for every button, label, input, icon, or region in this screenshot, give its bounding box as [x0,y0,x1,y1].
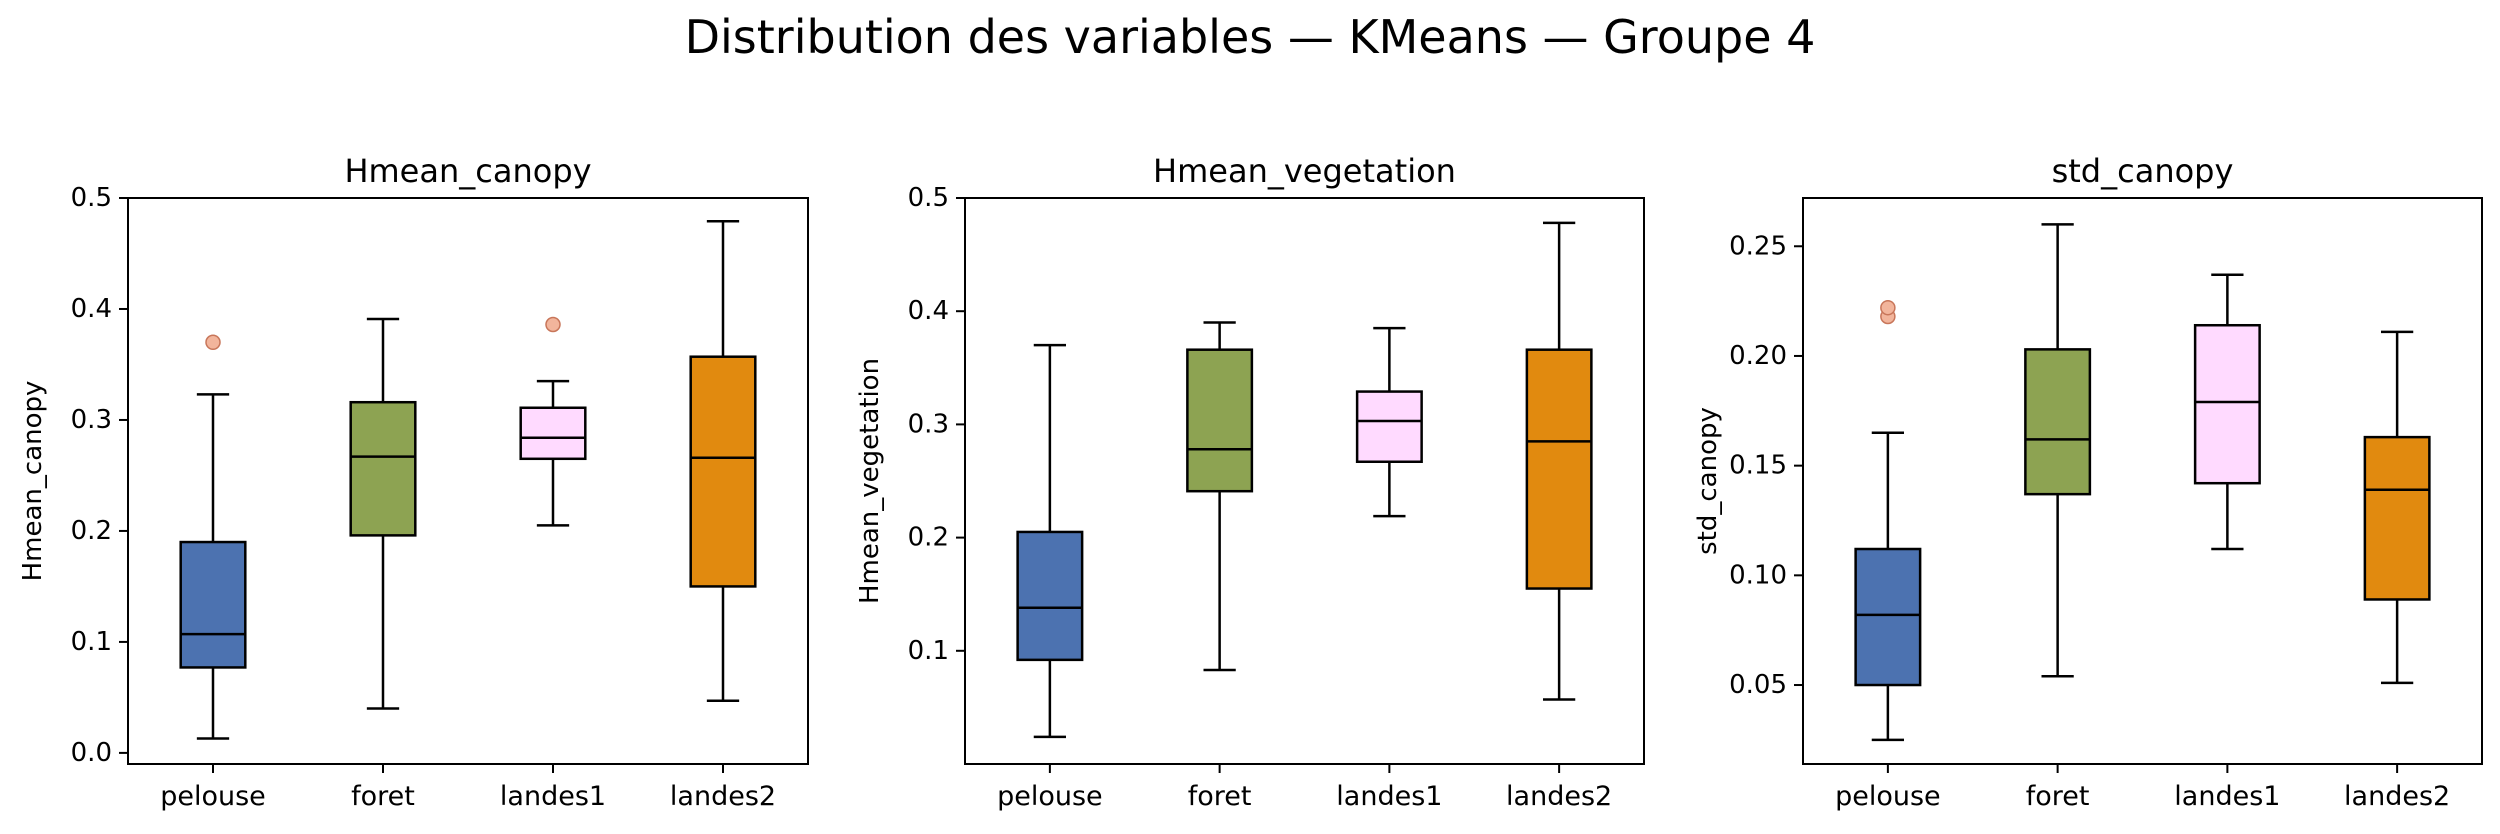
subplot-3: 0.05 0.10 0.15 0.20 0.25 pelouse foret landes1 l… [1693,152,2483,812]
y-tick-label: 0.15 [1729,451,1787,481]
box-iqr [1525,348,1593,590]
box-landes1 [2193,273,2261,551]
figure-title: Distribution des variables — KMeans — Gr… [684,10,1816,64]
y-tick-label: 0.3 [908,409,949,439]
y-tick-label: 0.5 [908,183,949,213]
x-tick-label: foret [1188,781,1252,812]
box-foret [1186,321,1254,672]
x-tick-label: pelouse [160,781,266,812]
box-iqr [2363,435,2431,601]
y-tick-label: 0.5 [71,183,112,213]
box-foret [2024,223,2092,678]
box-iqr [2024,348,2092,496]
box-landes2 [1525,221,1593,701]
y-tick-label: 0.10 [1729,560,1787,590]
box-iqr [1016,530,1084,662]
axes-frame [127,197,809,765]
outlier-point [545,316,561,333]
box-iqr [519,406,587,461]
x-tick-label: landes1 [500,781,606,812]
y-axis-label: std_canopy [1693,407,1723,555]
y-tick-label: 0.20 [1729,341,1787,371]
box-iqr [179,540,247,669]
y-axis-label: Hmean_vegetation [855,358,885,604]
subplot-title: Hmean_vegetation [1153,152,1456,190]
y-tick-label: 0.2 [71,516,112,546]
x-tick-label: pelouse [1835,781,1941,812]
outlier-point [205,334,221,351]
box-landes1 [1355,326,1423,518]
outlier-point [1880,299,1896,316]
x-tick-label: pelouse [997,781,1103,812]
box-foret [349,317,417,710]
box-iqr [1854,547,1922,687]
x-tick-label: landes2 [670,781,776,812]
box-iqr [1355,390,1423,464]
box-iqr [349,400,417,537]
y-tick-label: 0.4 [908,296,949,326]
box-iqr [689,355,757,588]
y-tick-label: 0.4 [71,294,112,324]
x-tick-label: foret [351,781,415,812]
y-tick-label: 0.2 [908,523,949,553]
x-tick-label: foret [2026,781,2090,812]
box-pelouse [1854,299,1922,742]
y-tick-label: 0.3 [71,405,112,435]
box-iqr [1186,348,1254,493]
x-tick-label: landes2 [1506,781,1612,812]
y-tick-label: 0.0 [71,738,112,768]
subplot-title: Hmean_canopy [344,152,591,190]
box-pelouse [179,334,247,740]
box-landes2 [2363,330,2431,685]
box-landes1 [519,316,587,527]
axes-frame [964,197,1645,765]
y-tick-label: 0.05 [1729,670,1787,700]
y-tick-label: 0.25 [1729,231,1787,261]
box-landes2 [689,220,757,702]
y-tick-label: 0.1 [908,636,949,666]
subplot-title: std_canopy [2052,152,2234,190]
subplot-2: 0.1 0.2 0.3 0.4 0.5 pelouse foret landes1 landes… [855,152,1645,812]
subplot-1: 0.0 0.1 0.2 0.3 0.4 0.5 pelouse foret landes1 lan… [18,152,809,812]
x-tick-label: landes1 [1336,781,1442,812]
x-tick-label: landes1 [2174,781,2280,812]
y-tick-label: 0.1 [71,627,112,657]
box-iqr [2193,323,2261,485]
x-tick-label: landes2 [2344,781,2450,812]
box-pelouse [1016,343,1084,739]
axes-frame [1802,197,2483,765]
y-axis-label: Hmean_canopy [18,381,48,582]
